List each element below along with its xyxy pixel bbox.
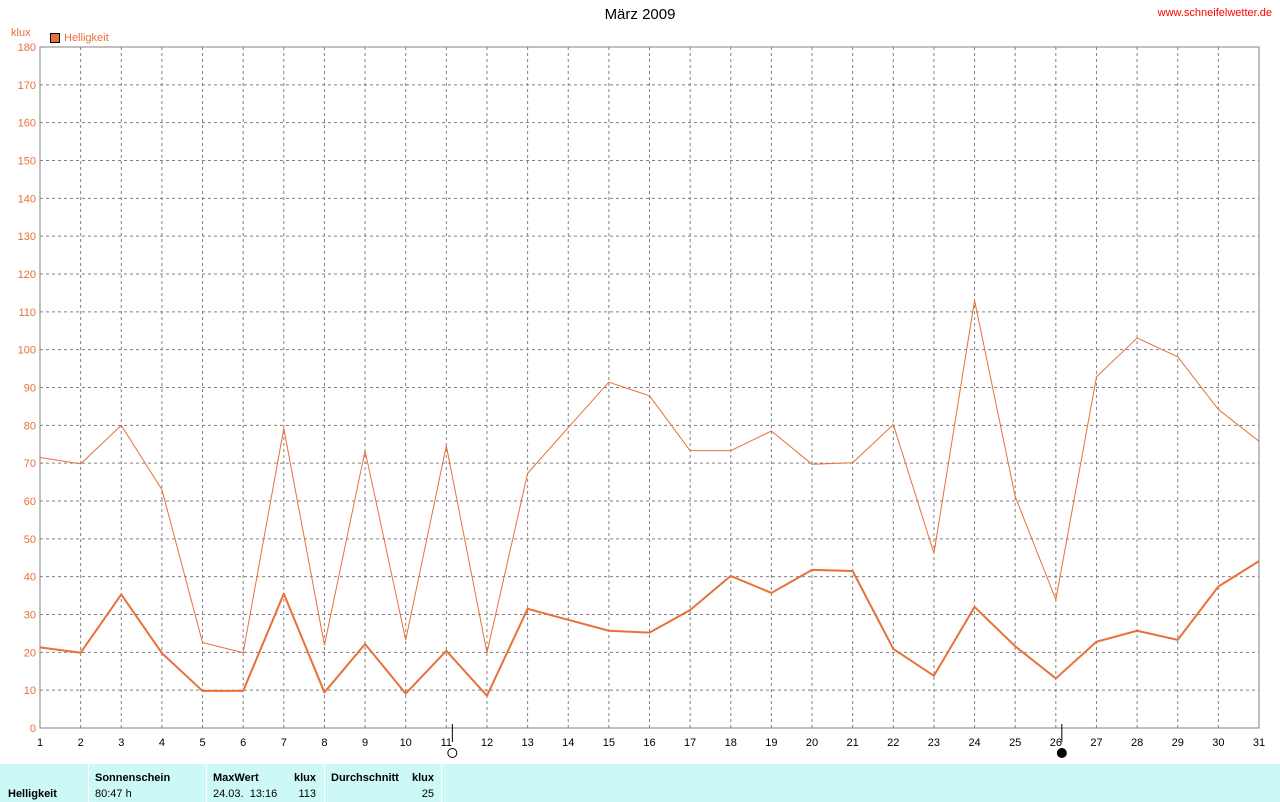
- y-tick-label: 140: [18, 193, 36, 205]
- summary-row-label-cell: Helligkeit: [0, 764, 88, 802]
- y-tick-label: 100: [18, 345, 36, 357]
- chart-title: März 2009: [604, 6, 676, 23]
- sunshine-value: 80:47 h: [95, 788, 132, 800]
- x-tick-label: 7: [281, 737, 287, 749]
- avg-unit: klux: [412, 772, 435, 784]
- x-tick-label: 25: [1009, 737, 1021, 749]
- summary-table: Helligkeit Sonnenschein 80:47 h MaxWert …: [0, 764, 1280, 802]
- x-tick-label: 19: [765, 737, 777, 749]
- max-unit: klux: [294, 772, 317, 784]
- avg-cell: Durchschnitt klux 25: [324, 764, 442, 802]
- max-time: 24.03. 13:16: [213, 788, 278, 800]
- y-tick-label: 60: [24, 496, 36, 508]
- y-tick-label: 150: [18, 156, 36, 168]
- x-tick-label: 16: [643, 737, 655, 749]
- y-tick-label: 90: [24, 383, 36, 395]
- site-link[interactable]: www.schneifelwetter.de: [1157, 7, 1272, 19]
- x-tick-label: 1: [37, 737, 43, 749]
- max-value: 113: [298, 788, 316, 800]
- sunshine-cell: Sonnenschein 80:47 h: [88, 764, 206, 802]
- x-tick-label: 15: [603, 737, 615, 749]
- x-tick-label: 10: [400, 737, 412, 749]
- x-tick-label: 26: [1050, 737, 1062, 749]
- y-tick-label: 80: [24, 420, 36, 432]
- x-tick-label: 23: [928, 737, 940, 749]
- y-tick-label: 180: [18, 42, 36, 54]
- x-tick-label: 4: [159, 737, 165, 749]
- y-tick-label: 170: [18, 80, 36, 92]
- x-tick-label: 20: [806, 737, 818, 749]
- x-tick-label: 13: [521, 737, 533, 749]
- y-tick-label: 0: [30, 723, 36, 735]
- legend-label: Helligkeit: [64, 32, 109, 44]
- x-tick-label: 14: [562, 737, 574, 749]
- avg-value: 25: [421, 788, 434, 800]
- x-tick-label: 30: [1212, 737, 1224, 749]
- y-tick-label: 20: [24, 647, 36, 659]
- legend: Helligkeit: [50, 32, 109, 44]
- chart-canvas: 0102030405060708090100110120130140150160…: [18, 42, 1265, 758]
- legend-swatch: [50, 33, 60, 43]
- x-tick-label: 18: [725, 737, 737, 749]
- x-tick-label: 2: [78, 737, 84, 749]
- avg-header: Durchschnitt: [331, 772, 399, 784]
- x-tick-label: 12: [481, 737, 493, 749]
- y-tick-label: 50: [24, 534, 36, 546]
- x-tick-label: 22: [887, 737, 899, 749]
- x-tick-label: 11: [441, 737, 452, 749]
- x-tick-label: 28: [1131, 737, 1143, 749]
- x-tick-label: 8: [321, 737, 327, 749]
- series-line-thin: [39, 299, 1260, 654]
- y-tick-label: 160: [18, 118, 36, 130]
- new-moon-icon: [1056, 748, 1067, 758]
- y-tick-label: 70: [24, 458, 36, 470]
- x-tick-label: 31: [1253, 737, 1265, 749]
- y-tick-label: 40: [24, 572, 36, 584]
- max-cell: MaxWert klux 24.03. 13:16 113: [206, 764, 324, 802]
- sunshine-header: Sonnenschein: [95, 772, 171, 784]
- x-tick-label: 6: [240, 737, 246, 749]
- y-tick-label: 30: [24, 610, 36, 622]
- x-tick-label: 29: [1172, 737, 1184, 749]
- x-tick-label: 24: [968, 737, 980, 749]
- x-tick-label: 17: [684, 737, 696, 749]
- summary-row-label: Helligkeit: [8, 788, 57, 800]
- chart-area: 0 10 20 30 40 50 60 70 80 90 100 110 120 130 140 150 160…: [11, 6, 1272, 758]
- y-tick-label: 130: [18, 231, 36, 243]
- max-header: MaxWert: [213, 772, 259, 784]
- series-line-thick: [39, 560, 1260, 697]
- x-tick-label: 9: [362, 737, 368, 749]
- y-tick-label: 120: [18, 269, 36, 281]
- x-tick-label: 21: [847, 737, 859, 749]
- x-tick-label: 3: [118, 737, 124, 749]
- full-moon-icon: [447, 748, 458, 758]
- y-tick-label: 10: [24, 685, 36, 697]
- y-axis-unit: klux: [11, 27, 31, 39]
- x-tick-label: 5: [199, 737, 205, 749]
- x-tick-label: 27: [1090, 737, 1102, 749]
- y-tick-label: 110: [18, 307, 36, 319]
